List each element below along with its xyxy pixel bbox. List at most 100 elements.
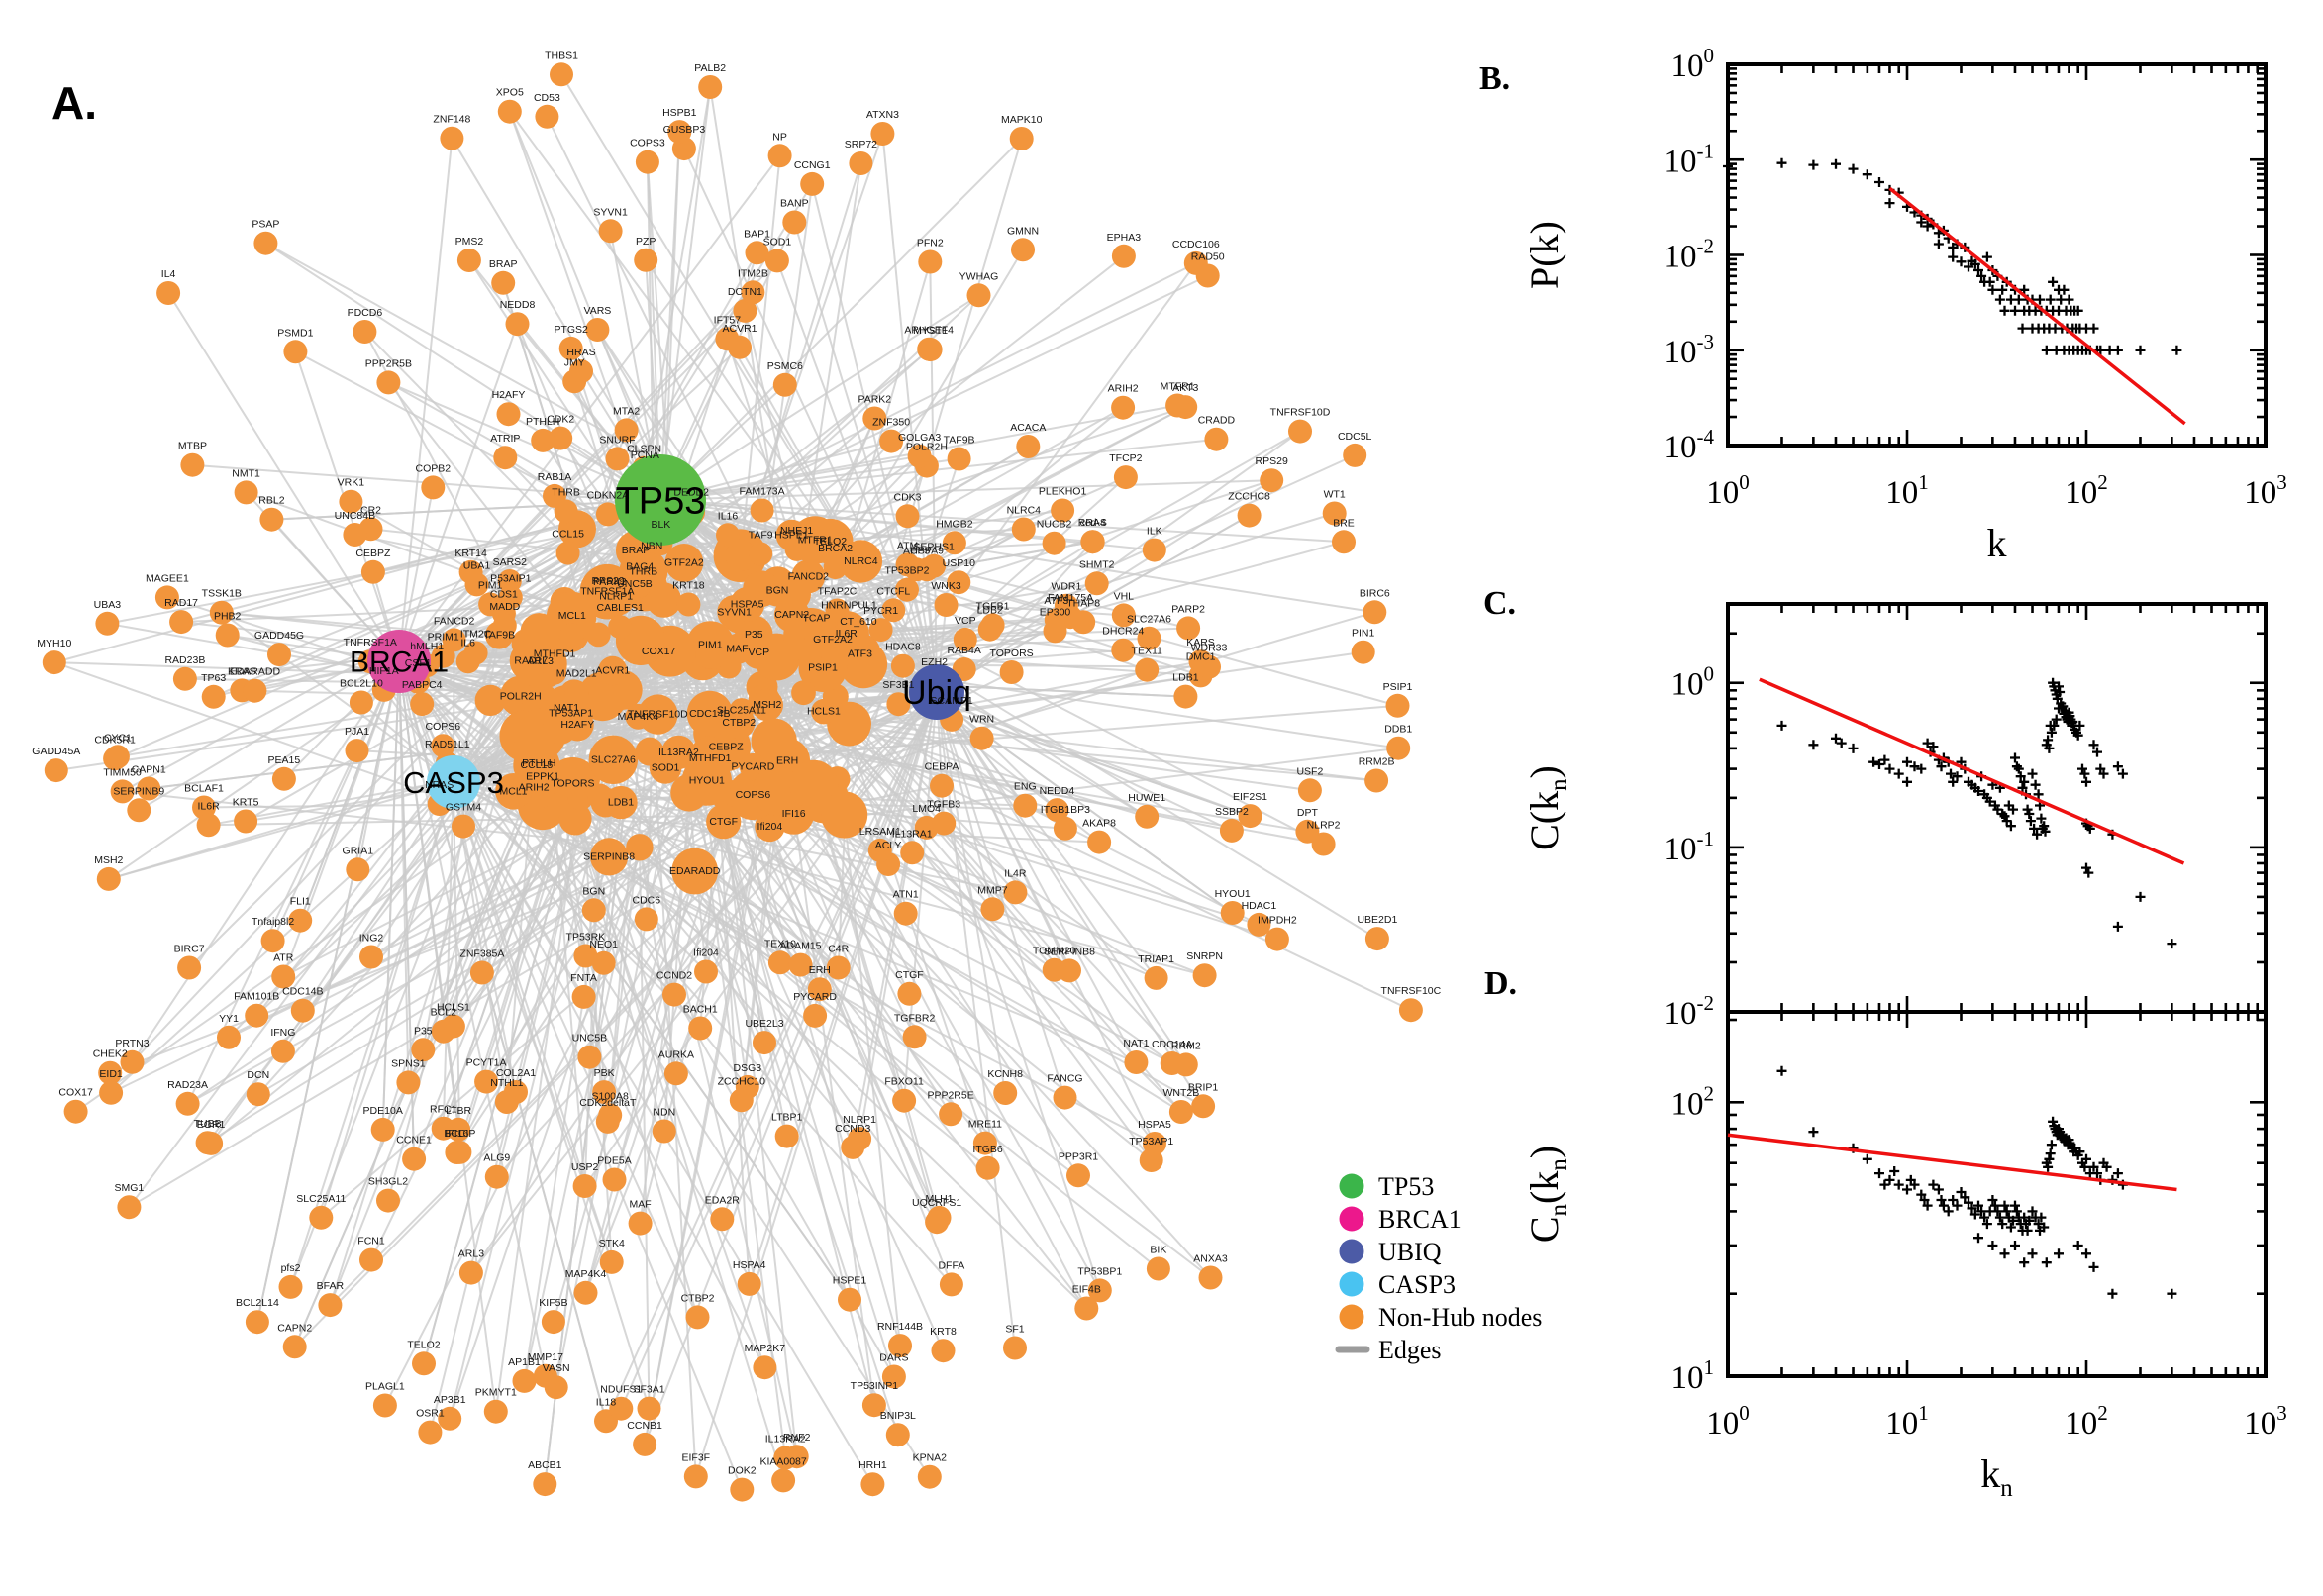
network-node-label: NAT1: [1123, 1038, 1149, 1049]
network-node-label: MAF: [630, 1199, 652, 1211]
network-node: [635, 150, 659, 174]
network-node: [767, 144, 792, 168]
panel-b-label: B.: [1479, 60, 1510, 97]
network-node-label: EPPK1: [526, 770, 559, 782]
network-node: [1087, 830, 1112, 854]
network-node: [533, 1472, 557, 1497]
network-node: [271, 964, 296, 989]
network-node: [907, 444, 932, 468]
network-node: [633, 1432, 657, 1456]
fit-line: [1888, 186, 2186, 426]
network-node-label: IL6: [460, 637, 475, 648]
network-node-label: ADAM15: [779, 941, 821, 952]
network-node-label: SOD1: [763, 236, 792, 248]
axis-labels: 10-2 10-1 100: [1665, 662, 1715, 1032]
legend-brca1-label: BRCA1: [1378, 1205, 1462, 1234]
network-node-label: TSSK1B: [202, 588, 242, 600]
network-node: [608, 615, 633, 640]
tick-label: 101: [1885, 1401, 1929, 1442]
network-node-label: ACP5: [903, 545, 931, 556]
network-node-label: WNK3: [931, 580, 960, 592]
fit-line: [1759, 677, 2185, 865]
network-labels-layer: TP53RKKIAA0087THAP8CDC14BDSG3NTHL1SNURFC…: [32, 50, 1441, 1476]
network-node: [1066, 1163, 1090, 1188]
network-node-label: UBE2L3: [745, 1018, 783, 1030]
network-node-label: MAPK10: [1001, 114, 1043, 126]
network-node: [245, 1310, 269, 1335]
network-node-label: NAT1: [554, 702, 579, 714]
network-node-label: P35: [745, 629, 763, 641]
network-node: [541, 1310, 565, 1335]
hub-node-label-ubiq: Ubiq: [902, 674, 971, 712]
network-node-label: RPS29: [591, 575, 624, 587]
network-node-label: MAD2L1: [556, 668, 597, 680]
network-node-label: BNIP3L: [880, 1410, 916, 1422]
network-node: [1111, 244, 1136, 268]
network-node-label: CDC14B: [282, 986, 323, 998]
network-node: [1173, 684, 1198, 709]
network-node-label: SOD1: [652, 762, 680, 774]
network-node-label: IFI16: [445, 1128, 468, 1140]
network-node: [431, 734, 455, 758]
network-node-label: TELO2: [407, 1339, 440, 1350]
network-edge: [811, 183, 938, 693]
network-node: [685, 1305, 710, 1330]
legend: TP53 BRCA1 UBIQ CASP3 Non-Hub nodes Edge…: [1335, 1172, 1542, 1364]
network-node-label: TP53RK: [566, 932, 606, 944]
network-node-label: HYOU1: [689, 775, 725, 787]
network-node-label: UBA1: [463, 559, 491, 571]
axis-labels: 10-4 10-3 10-2 10-1 100 100 101 102 103: [1665, 44, 2287, 511]
network-node-label: VRK1: [338, 477, 365, 489]
network-node-label: FAM175A: [1048, 592, 1093, 604]
network-node-label: MCL1: [499, 785, 527, 797]
network-node: [99, 1080, 124, 1105]
network-node: [177, 955, 202, 980]
network-edge: [620, 801, 840, 969]
network-node: [892, 1088, 917, 1113]
network-node-label: EID1: [99, 1068, 123, 1080]
network-node-label: CDK3: [893, 491, 921, 503]
network-node: [1168, 1100, 1193, 1124]
network-node-label: CEBPZ: [709, 741, 745, 752]
network-node: [811, 698, 837, 725]
network-node: [821, 647, 845, 671]
network-node: [98, 1060, 123, 1085]
network-node-label: CTBP2: [722, 717, 756, 729]
network-node-label: KCNH8: [987, 1068, 1023, 1080]
network-node: [127, 798, 152, 823]
network-node-label: FAM173A: [740, 486, 785, 498]
network-node-label: PLEKHO1: [1039, 486, 1087, 498]
network-node-label: MTHFD1: [534, 648, 576, 660]
network-node-label: PABPC4: [402, 679, 443, 691]
network-node-label: CAPN1: [132, 764, 166, 776]
network-edge: [453, 781, 651, 1409]
network-node-label: BIK: [1150, 1245, 1166, 1256]
network-node-label: PCNA: [631, 449, 659, 461]
network-node-label: IFNG: [270, 1027, 295, 1039]
network-nodes-layer: [42, 62, 1423, 1502]
network-node: [290, 998, 315, 1023]
network-node: [474, 684, 506, 717]
network-node-label: OSR1: [416, 1408, 445, 1420]
network-node-label: DHCR24: [1102, 626, 1144, 638]
network-node-label: CTBP2: [681, 1292, 715, 1304]
network-node: [1220, 901, 1245, 925]
network-node-label: FAM101B: [234, 991, 279, 1003]
network-node-label: SMG1: [115, 1182, 145, 1194]
network-node-label: GUSBP3: [663, 124, 706, 136]
network-node-label: MTBP: [178, 441, 207, 452]
network-node-label: EP300: [1040, 606, 1071, 618]
network-node-label: NEO1: [589, 939, 618, 950]
network-node: [411, 1038, 436, 1062]
network-node: [588, 735, 639, 784]
network-node-label: EIF3F: [682, 1451, 711, 1463]
network-node-label: ITM2C: [460, 629, 492, 641]
network-node-label: TELO2: [814, 536, 847, 548]
network-node-label: Ifi204: [693, 948, 719, 959]
network-node: [234, 809, 258, 834]
network-node-label: EZH2: [921, 656, 948, 668]
network-node: [694, 959, 718, 984]
network-node: [975, 1155, 1000, 1180]
network-node-label: VCP: [749, 647, 770, 658]
network-node-label: DSG3: [734, 1062, 762, 1074]
